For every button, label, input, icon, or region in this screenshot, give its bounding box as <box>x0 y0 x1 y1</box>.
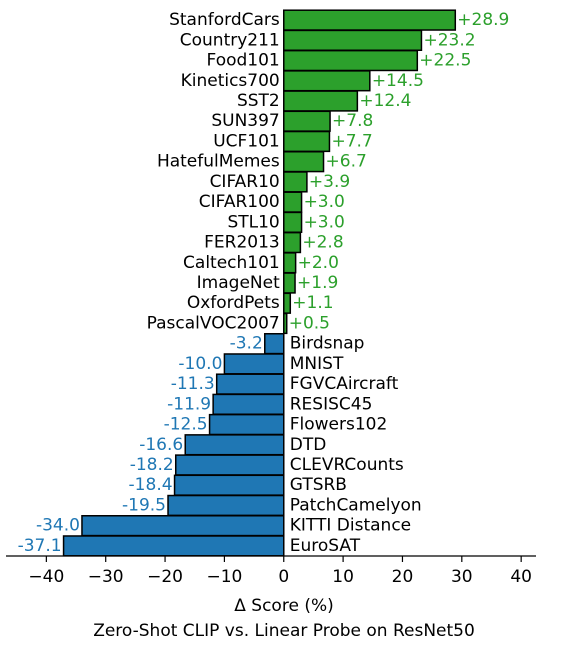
value-label: +22.5 <box>419 51 471 71</box>
value-label: +12.4 <box>359 91 411 111</box>
value-label: +7.7 <box>331 131 372 151</box>
category-label: EuroSAT <box>290 536 361 556</box>
bar <box>283 292 292 314</box>
category-label: KITTI Distance <box>290 516 411 536</box>
value-label: -16.6 <box>139 435 183 455</box>
bar <box>283 312 288 335</box>
value-label: +3.0 <box>304 212 345 232</box>
chart-title: Zero-Shot CLIP vs. Linear Probe on ResNe… <box>93 621 475 641</box>
value-label: +1.1 <box>292 293 333 313</box>
value-label: -18.2 <box>130 455 174 475</box>
bar <box>283 130 331 153</box>
x-tick-label: 0 <box>278 567 289 587</box>
bar <box>283 171 308 193</box>
bar <box>212 393 285 415</box>
bar <box>283 252 297 274</box>
bar <box>283 9 457 31</box>
category-label: RESISC45 <box>290 394 373 414</box>
category-label: Caltech101 <box>183 253 280 273</box>
category-label: ImageNet <box>197 273 280 293</box>
value-label: -18.4 <box>129 475 173 495</box>
bar <box>174 454 285 476</box>
x-tick-label: 40 <box>510 567 532 587</box>
category-label: UCF101 <box>213 131 280 151</box>
category-label: GTSRB <box>290 475 347 495</box>
bar <box>208 413 285 436</box>
bar <box>283 29 423 51</box>
value-label: -11.3 <box>171 374 215 394</box>
category-label: CIFAR100 <box>199 192 280 212</box>
bar <box>223 353 285 375</box>
bar <box>283 191 303 213</box>
value-label: +2.8 <box>302 233 343 253</box>
bar <box>283 49 419 72</box>
x-tick-label: −20 <box>147 567 183 587</box>
bar <box>62 535 285 557</box>
value-label: +6.7 <box>326 152 367 172</box>
value-label: +0.5 <box>289 313 330 333</box>
value-label: -37.1 <box>18 536 62 556</box>
category-label: Birdsnap <box>290 334 365 354</box>
category-label: SST2 <box>237 91 280 111</box>
bar <box>283 211 303 233</box>
value-label: -10.0 <box>178 354 222 374</box>
value-label: +3.9 <box>309 172 350 192</box>
category-label: FER2013 <box>204 233 280 253</box>
value-label: +2.0 <box>298 253 339 273</box>
bar <box>215 373 285 395</box>
value-label: -12.5 <box>164 415 208 435</box>
category-label: FGVCAircraft <box>290 374 399 394</box>
bar <box>283 90 359 112</box>
bar <box>81 515 285 537</box>
category-label: HatefulMemes <box>157 152 280 172</box>
category-label: DTD <box>290 435 327 455</box>
bar <box>283 70 371 92</box>
value-label: -3.2 <box>230 334 263 354</box>
bar <box>283 110 331 132</box>
value-label: +3.0 <box>304 192 345 212</box>
category-label: CLEVRCounts <box>290 455 404 475</box>
x-tick-label: 20 <box>392 567 414 587</box>
value-label: +14.5 <box>372 71 424 91</box>
bar <box>283 231 302 254</box>
category-label: STL10 <box>227 212 279 232</box>
value-label: -19.5 <box>122 495 166 515</box>
value-label: +28.9 <box>457 10 509 30</box>
bar <box>283 272 296 294</box>
x-tick-label: −30 <box>88 567 124 587</box>
category-label: StanfordCars <box>169 10 280 30</box>
category-label: Country211 <box>180 30 280 50</box>
bar <box>173 474 285 496</box>
category-label: Kinetics700 <box>181 71 280 91</box>
value-label: -34.0 <box>36 516 80 536</box>
bar <box>184 434 285 456</box>
category-label: SUN397 <box>211 111 279 131</box>
category-label: OxfordPets <box>187 293 280 313</box>
x-tick-label: −10 <box>206 567 242 587</box>
x-tick-label: −40 <box>28 567 64 587</box>
bar <box>167 494 285 517</box>
x-tick-label: 30 <box>451 567 473 587</box>
category-label: PatchCamelyon <box>290 495 422 515</box>
value-label: +23.2 <box>423 30 475 50</box>
category-label: Flowers102 <box>290 415 388 435</box>
value-label: +1.9 <box>297 273 338 293</box>
category-label: PascalVOC2007 <box>147 313 280 333</box>
bar <box>283 151 325 173</box>
category-label: CIFAR10 <box>210 172 280 192</box>
category-label: MNIST <box>290 354 344 374</box>
bar <box>264 333 285 355</box>
x-tick-label: 10 <box>332 567 354 587</box>
value-label: +7.8 <box>332 111 373 131</box>
category-label: Food101 <box>207 51 280 71</box>
x-axis-label: Δ Score (%) <box>234 596 333 616</box>
value-label: -11.9 <box>167 394 211 414</box>
